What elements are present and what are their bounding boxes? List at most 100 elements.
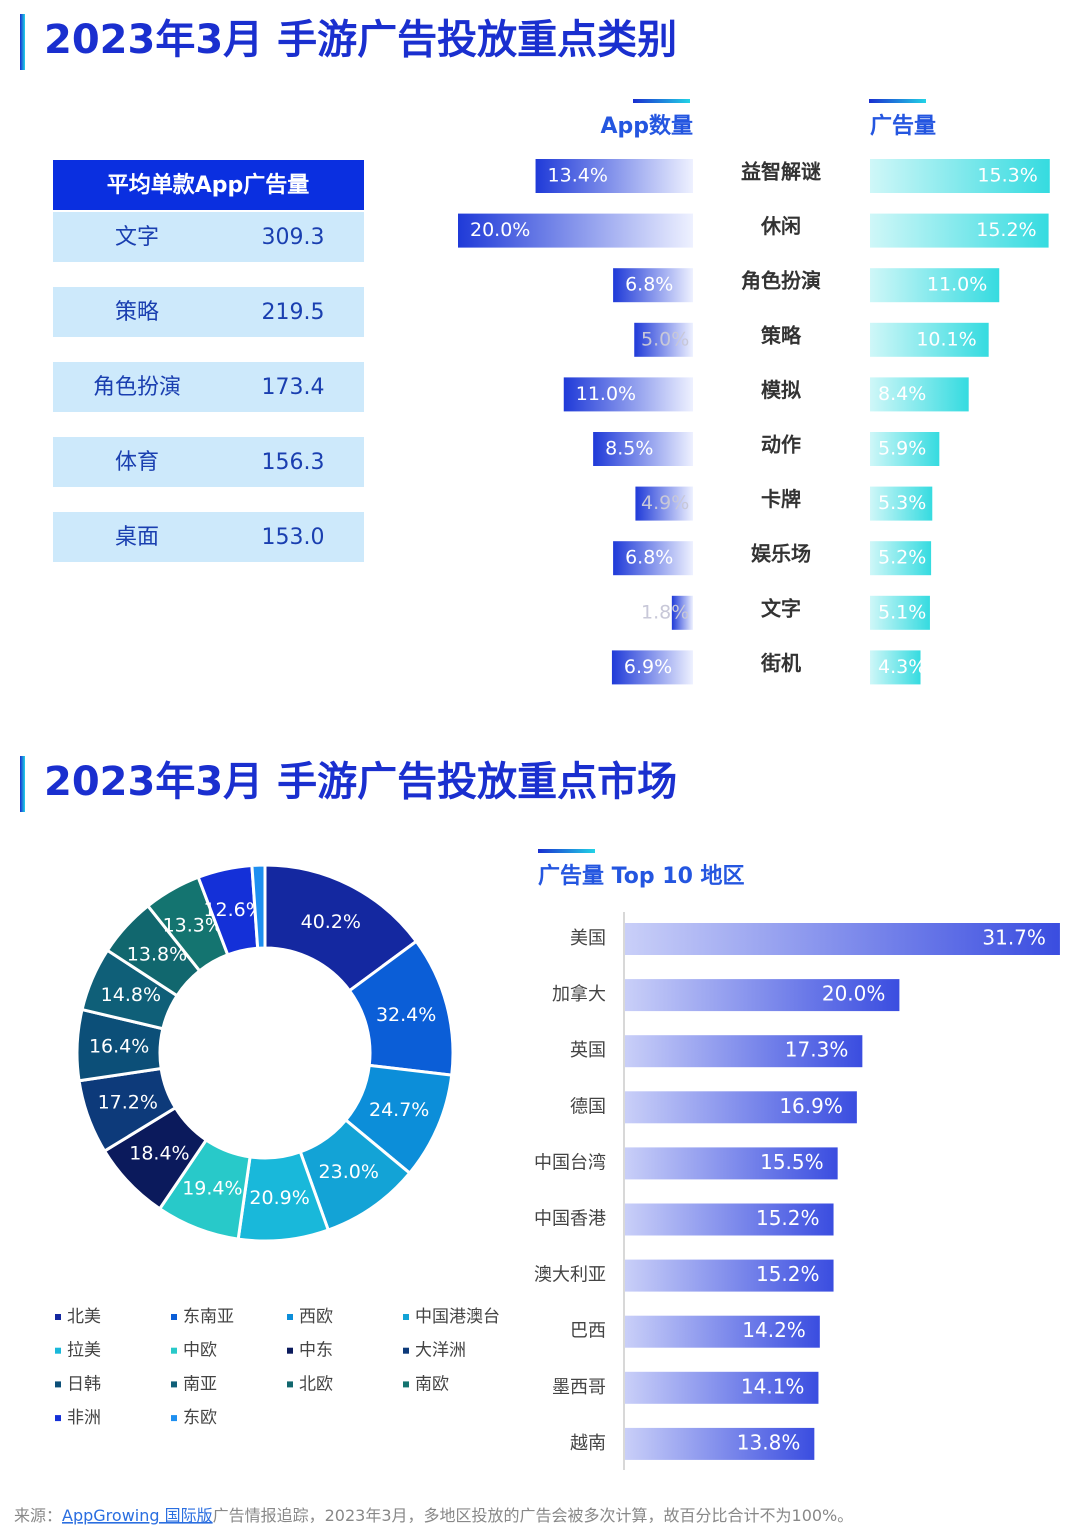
bar: [625, 1315, 820, 1348]
value-label: 14.1%: [741, 1374, 805, 1398]
legend-label: 北欧: [299, 1374, 333, 1394]
value-label: 5.1%: [878, 601, 926, 623]
value-label: 11.0%: [927, 274, 987, 296]
legend-label: 中欧: [183, 1341, 217, 1361]
category-label: 美国: [570, 928, 606, 949]
legend-swatch: [403, 1347, 409, 1354]
legend-label: 东欧: [183, 1408, 217, 1428]
slice-label: 12.6%: [203, 899, 263, 921]
legend-swatch: [55, 1314, 61, 1320]
bar: [870, 650, 921, 685]
legend-line: [633, 99, 690, 103]
value-label: 5.3%: [878, 492, 926, 514]
bar: [635, 486, 693, 521]
category-label: 越南: [570, 1433, 606, 1454]
slice-label: 13.8%: [127, 943, 187, 965]
value-label: 13.8%: [737, 1430, 801, 1454]
slice-label: 16.4%: [89, 1035, 149, 1057]
category-label: 模拟: [761, 378, 801, 402]
category-label: 卡牌: [761, 487, 801, 511]
bar: [625, 923, 1060, 955]
table-cell: 体育: [115, 450, 159, 475]
legend-swatch: [287, 1381, 293, 1388]
bar: [870, 486, 933, 521]
category-label: 休闲: [760, 214, 801, 238]
bar: [625, 1259, 834, 1292]
value-label: 15.5%: [760, 1150, 824, 1174]
legend-swatch: [287, 1314, 293, 1320]
bar: [625, 1147, 838, 1180]
bar: [870, 213, 1049, 248]
legend-label: 北美: [67, 1307, 101, 1327]
bar: [870, 268, 1000, 303]
category-label: 娱乐场: [751, 542, 811, 566]
category-label: 加拿大: [552, 983, 606, 1005]
slice-label: 32.4%: [376, 1004, 436, 1026]
category-label: 英国: [570, 1040, 606, 1061]
category-label: 角色扮演: [741, 269, 821, 293]
slice-label: 13.3%: [163, 915, 223, 937]
table-row-bg: [53, 437, 364, 487]
category-label: 巴西: [570, 1321, 606, 1342]
value-label: 20.0%: [470, 219, 530, 241]
category-label: 益智解谜: [741, 160, 821, 184]
category-label: 策略: [761, 323, 802, 347]
legend-label: 拉美: [67, 1341, 101, 1361]
value-label: 31.7%: [982, 926, 1046, 950]
slice-label: 18.4%: [129, 1142, 189, 1164]
value-label: 15.2%: [976, 219, 1036, 241]
legend-swatch: [171, 1347, 177, 1354]
legend-label: 中东: [299, 1341, 333, 1361]
bar: [458, 213, 693, 248]
value-label: 8.5%: [605, 438, 653, 460]
table-row-bg: [53, 512, 364, 562]
slice-label: 24.7%: [369, 1099, 429, 1121]
legend-label: 西欧: [299, 1307, 333, 1327]
value-label: 4.9%: [641, 492, 689, 514]
bar: [625, 1203, 834, 1236]
value-label: 15.3%: [977, 165, 1037, 187]
category-label: 文字: [761, 596, 801, 620]
legend-label: 中国港澳台: [415, 1307, 500, 1327]
source-prefix: 来源：: [14, 1506, 62, 1525]
legend-swatch: [287, 1347, 293, 1354]
section-title: 2023年3月 手游广告投放重点市场: [44, 759, 677, 805]
table-header: 平均单款App广告量: [107, 172, 310, 198]
bar: [870, 595, 930, 630]
slice-label: 23.0%: [319, 1161, 379, 1183]
bar: [613, 541, 693, 576]
legend-label: 大洋洲: [415, 1341, 466, 1361]
legend-swatch: [55, 1415, 61, 1422]
bar: [870, 322, 989, 357]
bar: [671, 595, 693, 630]
slice-label: 17.2%: [98, 1091, 158, 1113]
bar: [613, 268, 693, 303]
value-label: 13.4%: [548, 165, 608, 187]
value-label: 10.1%: [916, 328, 976, 350]
bar: [870, 541, 932, 576]
legend-swatch: [171, 1314, 177, 1320]
chart-title: 广告量 Top 10 地区: [538, 863, 745, 889]
value-label: 15.2%: [756, 1206, 820, 1230]
bar: [593, 432, 693, 466]
legend-line: [869, 99, 926, 103]
donut-slice: [250, 863, 267, 950]
table-row-bg: [53, 212, 364, 262]
value-label: 5.0%: [641, 328, 689, 350]
legend-label: 南亚: [183, 1374, 217, 1394]
category-label: 中国香港: [534, 1209, 606, 1230]
footer-note: 广告情报追踪，2023年3月，多地区投放的广告会被多次计算，故百分比合计不为10…: [213, 1506, 854, 1525]
bar: [634, 322, 693, 357]
section-title: 2023年3月 手游广告投放重点类别: [44, 17, 677, 63]
value-label: 11.0%: [576, 383, 636, 405]
value-label: 6.8%: [625, 547, 673, 569]
table-cell: 文字: [115, 225, 159, 250]
legend-label: 非洲: [67, 1408, 101, 1428]
title-accent: [20, 14, 25, 70]
bar: [625, 979, 900, 1012]
bar: [611, 650, 693, 685]
source-link[interactable]: AppGrowing 国际版: [62, 1506, 213, 1525]
table-cell: 策略: [115, 300, 159, 325]
value-label: 16.9%: [779, 1094, 843, 1118]
